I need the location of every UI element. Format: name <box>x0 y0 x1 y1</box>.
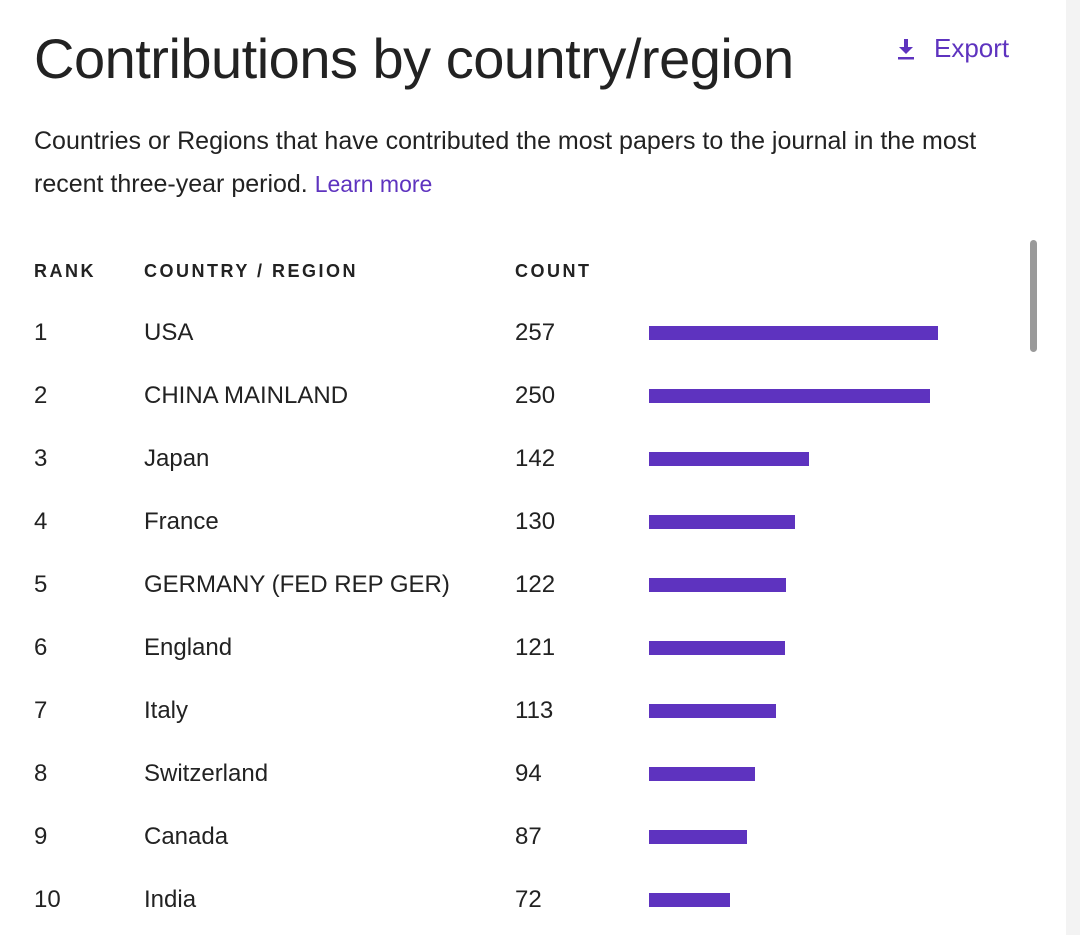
country-cell: France <box>144 508 219 535</box>
table-row: 5 GERMANY (FED REP GER) 122 <box>34 554 994 617</box>
description-text: Countries or Regions that have contribut… <box>34 127 977 198</box>
table-row: 10 India 72 <box>34 869 994 932</box>
rank-cell: 6 <box>34 634 48 661</box>
country-cell: England <box>144 634 233 661</box>
page-gutter <box>1066 0 1080 935</box>
count-cell: 142 <box>515 445 556 472</box>
rank-cell: 2 <box>34 382 48 409</box>
count-bar <box>649 326 938 340</box>
count-cell: 122 <box>515 571 556 598</box>
rank-cell: 10 <box>34 886 61 913</box>
rank-cell: 9 <box>34 823 48 850</box>
country-cell: Japan <box>144 445 210 472</box>
column-header-country: COUNTRY / REGION <box>144 261 359 281</box>
count-bar <box>649 389 930 403</box>
table-row: 3 Japan 142 <box>34 428 994 491</box>
count-bar <box>649 452 809 466</box>
download-icon <box>896 38 916 60</box>
rank-cell: 7 <box>34 697 48 724</box>
count-cell: 94 <box>515 760 542 787</box>
country-cell: USA <box>144 319 194 346</box>
count-cell: 72 <box>515 886 542 913</box>
count-cell: 257 <box>515 319 556 346</box>
count-bar <box>649 704 776 718</box>
count-bar <box>649 893 730 907</box>
country-cell: India <box>144 886 197 913</box>
rank-cell: 4 <box>34 508 48 535</box>
count-cell: 250 <box>515 382 556 409</box>
table-row: 9 Canada 87 <box>34 806 994 869</box>
count-bar <box>649 578 786 592</box>
export-button[interactable]: Export <box>896 33 1009 64</box>
count-bar <box>649 641 785 655</box>
rank-cell: 8 <box>34 760 48 787</box>
page-description: Countries or Regions that have contribut… <box>34 120 1014 206</box>
scrollbar-thumb[interactable] <box>1030 240 1037 352</box>
count-bar <box>649 830 747 844</box>
table-body: 1 USA 257 2 CHINA MAINLAND 250 3 Japan 1… <box>34 302 994 932</box>
country-cell: Switzerland <box>144 760 269 787</box>
export-label: Export <box>934 33 1010 63</box>
count-bar <box>649 767 755 781</box>
country-cell: GERMANY (FED REP GER) <box>144 571 450 598</box>
table-row: 7 Italy 113 <box>34 680 994 743</box>
table-row: 2 CHINA MAINLAND 250 <box>34 365 994 428</box>
country-cell: CHINA MAINLAND <box>144 382 349 409</box>
table-row: 1 USA 257 <box>34 302 994 365</box>
count-cell: 87 <box>515 823 542 850</box>
table-row: 6 England 121 <box>34 617 994 680</box>
rank-cell: 3 <box>34 445 48 472</box>
contributions-panel: Contributions by country/region Export C… <box>34 0 1034 935</box>
country-cell: Italy <box>144 697 189 724</box>
table-row: 8 Switzerland 94 <box>34 743 994 806</box>
count-bar <box>649 515 795 529</box>
table-row: 4 France 130 <box>34 491 994 554</box>
rank-cell: 5 <box>34 571 48 598</box>
table-header: RANK COUNTRY / REGION COUNT <box>34 261 994 283</box>
page-title: Contributions by country/region <box>34 27 794 90</box>
column-header-count: COUNT <box>515 261 592 281</box>
count-cell: 130 <box>515 508 556 535</box>
learn-more-link[interactable]: Learn more <box>314 171 433 197</box>
column-header-rank: RANK <box>34 261 96 281</box>
count-cell: 113 <box>515 697 554 724</box>
count-cell: 121 <box>515 634 556 661</box>
rank-cell: 1 <box>34 319 48 346</box>
country-cell: Canada <box>144 823 229 850</box>
